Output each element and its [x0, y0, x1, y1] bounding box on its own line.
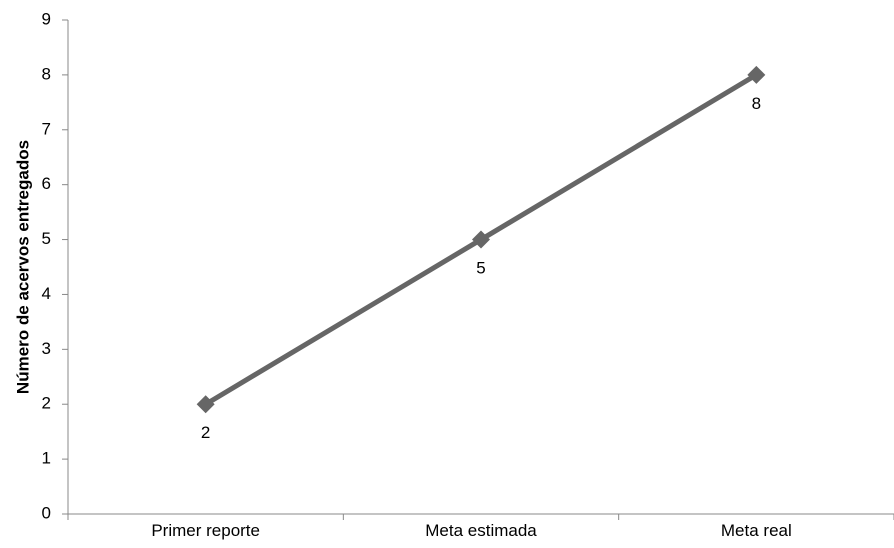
y-tick-label: 5: [42, 229, 51, 248]
y-tick-label: 2: [42, 394, 51, 413]
data-label: 8: [752, 94, 761, 113]
y-tick-label: 1: [42, 449, 51, 468]
y-tick-label: 7: [42, 119, 51, 138]
data-label: 2: [201, 423, 210, 442]
series-markers: [196, 65, 766, 414]
data-point-marker: [196, 395, 215, 414]
data-point-marker: [747, 65, 766, 84]
y-tick-label: 8: [42, 64, 51, 83]
data-label: 5: [476, 259, 485, 278]
y-ticks: 0 1 2 3 4 5 6 7 8 9: [42, 9, 68, 522]
y-tick-label: 0: [42, 503, 51, 522]
x-category-label: Meta real: [721, 521, 792, 540]
y-axis-title: Número de acervos entregados: [13, 140, 32, 394]
data-point-marker: [472, 230, 490, 249]
x-ticks: Primer reporte Meta estimada Meta real: [67, 514, 894, 540]
data-labels: 2 5 8: [201, 94, 761, 442]
y-tick-label: 4: [42, 284, 51, 303]
y-tick-label: 6: [42, 174, 51, 193]
y-tick-label: 3: [42, 339, 51, 358]
y-tick-label: 9: [42, 9, 51, 28]
x-category-label: Meta estimada: [425, 521, 537, 540]
x-category-label: Primer reporte: [151, 521, 260, 540]
